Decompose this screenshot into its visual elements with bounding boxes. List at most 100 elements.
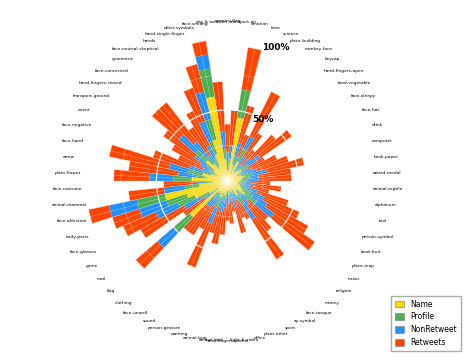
Bar [219,169,228,181]
Bar [228,181,257,193]
Bar [228,170,229,181]
Bar [228,173,243,181]
Bar [228,174,292,181]
Text: 100%: 100% [263,43,290,52]
Bar [228,146,233,181]
Bar [228,105,255,181]
Bar [228,181,252,197]
Bar [228,181,245,195]
Bar [228,143,241,181]
Bar [228,157,265,181]
Bar [228,181,248,201]
Bar [206,156,228,181]
Bar [228,181,241,188]
Bar [228,181,242,191]
Bar [226,181,229,221]
Bar [228,181,229,191]
Bar [220,131,228,181]
Bar [183,181,228,216]
Bar [228,175,236,181]
Bar [228,133,262,181]
Bar [209,169,228,181]
Bar [203,171,228,181]
Bar [228,181,230,192]
Bar [199,181,228,230]
Bar [228,181,231,204]
Bar [200,181,228,199]
Bar [228,181,231,189]
Bar [228,181,300,219]
Bar [228,181,230,195]
Bar [228,92,280,181]
Bar [195,92,228,181]
Bar [178,155,228,181]
Bar [228,169,257,181]
Bar [209,141,228,181]
Bar [228,181,236,189]
Bar [228,181,281,192]
Bar [157,181,228,248]
Bar [219,181,228,212]
Bar [196,181,228,184]
Bar [228,181,308,234]
Bar [228,181,241,185]
Bar [213,170,228,181]
Bar [188,127,228,181]
Bar [164,181,228,194]
Bar [207,145,228,181]
Bar [209,155,228,181]
Bar [149,173,228,181]
Bar [228,164,234,181]
Bar [187,181,228,268]
Bar [166,181,228,206]
Bar [202,173,228,181]
Bar [228,181,268,220]
Bar [228,181,270,185]
Bar [228,168,234,181]
Bar [164,130,228,181]
Bar [155,181,228,219]
Bar [185,64,228,181]
Bar [228,157,304,181]
Bar [228,162,239,181]
Bar [228,181,255,220]
Bar [213,181,228,205]
Bar [228,181,233,190]
Bar [228,181,237,191]
Bar [228,172,236,181]
Legend: Name, Profile, NonRetweet, Retweets: Name, Profile, NonRetweet, Retweets [391,296,461,351]
Bar [228,181,233,193]
Bar [228,179,247,181]
Bar [228,173,240,181]
Bar [114,169,228,181]
Bar [173,176,228,181]
Bar [228,181,264,200]
Bar [152,109,228,181]
Bar [199,68,228,181]
Bar [228,181,315,251]
Bar [224,181,228,195]
Bar [228,90,251,181]
Bar [226,152,229,181]
Bar [153,150,228,181]
Bar [228,173,248,181]
Bar [173,181,228,232]
Bar [195,155,228,181]
Bar [195,150,228,181]
Bar [228,181,251,193]
Bar [140,181,228,238]
Bar [213,140,228,181]
Bar [128,181,228,201]
Bar [228,181,232,198]
Bar [196,175,228,181]
Bar [228,175,259,181]
Bar [214,181,228,199]
Bar [206,97,228,181]
Bar [228,177,249,181]
Bar [228,181,284,260]
Bar [209,181,228,233]
Bar [228,181,240,193]
Bar [228,168,291,181]
Bar [212,173,228,181]
Bar [164,181,228,188]
